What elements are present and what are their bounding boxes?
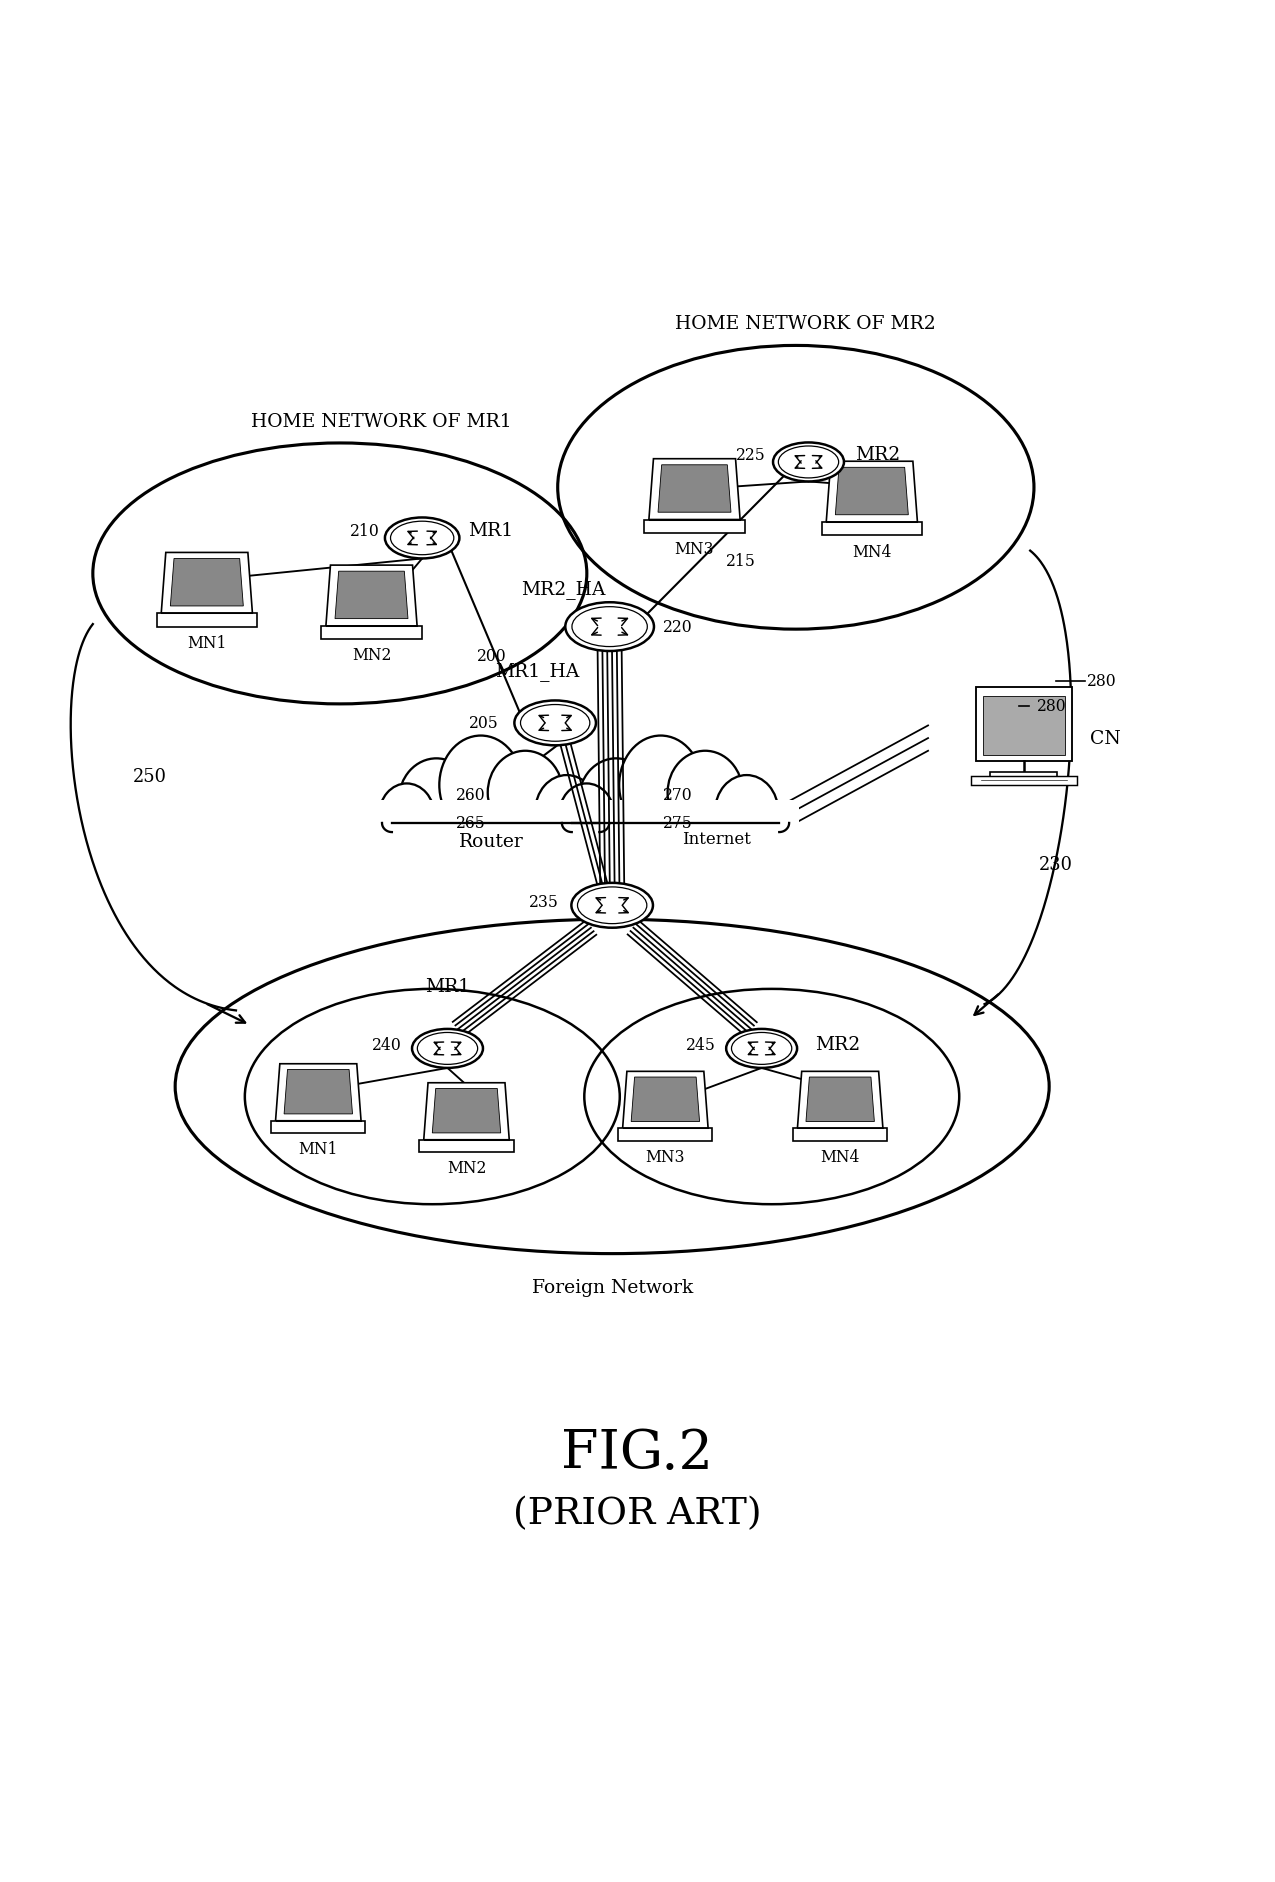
Bar <box>972 775 1076 785</box>
Text: MR2: MR2 <box>815 1037 861 1054</box>
Text: HOME NETWORK OF MR2: HOME NETWORK OF MR2 <box>676 314 936 333</box>
Ellipse shape <box>379 783 435 847</box>
Polygon shape <box>423 1082 509 1140</box>
Ellipse shape <box>571 883 653 928</box>
Text: 245: 245 <box>686 1037 715 1054</box>
Text: MR1: MR1 <box>425 977 470 996</box>
Ellipse shape <box>440 736 523 834</box>
Polygon shape <box>826 461 918 523</box>
Ellipse shape <box>715 775 778 849</box>
Bar <box>991 772 1057 779</box>
Text: MN3: MN3 <box>645 1148 685 1165</box>
Text: 270: 270 <box>663 787 692 804</box>
Bar <box>321 627 422 640</box>
Text: 280: 280 <box>1037 698 1066 715</box>
Bar <box>983 696 1065 755</box>
Ellipse shape <box>727 1029 797 1069</box>
Polygon shape <box>171 559 244 606</box>
Ellipse shape <box>773 442 844 482</box>
Ellipse shape <box>558 783 615 847</box>
Ellipse shape <box>385 518 459 559</box>
Text: HOME NETWORK OF MR1: HOME NETWORK OF MR1 <box>251 412 511 431</box>
Ellipse shape <box>514 700 595 745</box>
Polygon shape <box>658 465 731 512</box>
Bar <box>157 614 258 627</box>
Polygon shape <box>275 1063 361 1122</box>
Text: Router: Router <box>459 832 524 851</box>
Bar <box>644 519 745 533</box>
Bar <box>618 1129 713 1140</box>
Polygon shape <box>284 1069 352 1114</box>
Text: 220: 220 <box>663 619 692 636</box>
Text: 210: 210 <box>349 523 380 540</box>
Text: 280: 280 <box>1088 674 1117 691</box>
Bar <box>821 523 922 536</box>
Ellipse shape <box>668 751 742 834</box>
Polygon shape <box>797 1071 882 1129</box>
Polygon shape <box>622 1071 708 1129</box>
Ellipse shape <box>488 751 562 834</box>
Polygon shape <box>335 572 408 619</box>
Text: 200: 200 <box>477 647 506 664</box>
Text: MN2: MN2 <box>352 647 391 664</box>
Text: MR1_HA: MR1_HA <box>495 662 580 681</box>
Text: 250: 250 <box>133 768 167 785</box>
Ellipse shape <box>399 758 474 843</box>
Text: MR1: MR1 <box>468 521 514 540</box>
Polygon shape <box>649 459 740 519</box>
Ellipse shape <box>620 736 703 834</box>
Bar <box>419 1140 514 1152</box>
Bar <box>372 800 620 854</box>
Text: MR2: MR2 <box>854 446 900 465</box>
Bar <box>975 687 1072 762</box>
Text: 265: 265 <box>455 815 486 832</box>
Polygon shape <box>432 1088 501 1133</box>
Text: MN1: MN1 <box>187 634 227 651</box>
Text: 240: 240 <box>371 1037 402 1054</box>
Polygon shape <box>806 1077 875 1122</box>
Text: 235: 235 <box>529 894 558 911</box>
Text: MR2_HA: MR2_HA <box>521 580 606 598</box>
Text: 275: 275 <box>663 815 692 832</box>
Text: MN1: MN1 <box>298 1140 338 1157</box>
Ellipse shape <box>579 758 654 843</box>
Polygon shape <box>326 565 417 627</box>
Text: MN4: MN4 <box>852 544 891 561</box>
Text: Foreign Network: Foreign Network <box>532 1280 692 1297</box>
Text: MN4: MN4 <box>820 1148 859 1165</box>
Bar <box>272 1122 366 1133</box>
Text: (PRIOR ART): (PRIOR ART) <box>513 1496 761 1532</box>
Text: CN: CN <box>1090 730 1121 747</box>
Text: MN2: MN2 <box>446 1159 486 1176</box>
Polygon shape <box>631 1077 700 1122</box>
Text: 230: 230 <box>1039 856 1072 873</box>
Bar <box>793 1129 887 1140</box>
Text: 205: 205 <box>469 715 499 732</box>
Polygon shape <box>161 553 252 614</box>
Text: Internet: Internet <box>682 830 751 847</box>
Text: FIG.2: FIG.2 <box>561 1428 714 1479</box>
Text: 215: 215 <box>727 553 756 570</box>
Text: 225: 225 <box>736 446 766 463</box>
Text: MN3: MN3 <box>674 540 714 557</box>
Ellipse shape <box>412 1029 483 1069</box>
Bar <box>552 800 799 854</box>
Polygon shape <box>835 469 908 516</box>
Text: 260: 260 <box>456 787 486 804</box>
Ellipse shape <box>565 602 654 651</box>
Ellipse shape <box>536 775 598 849</box>
